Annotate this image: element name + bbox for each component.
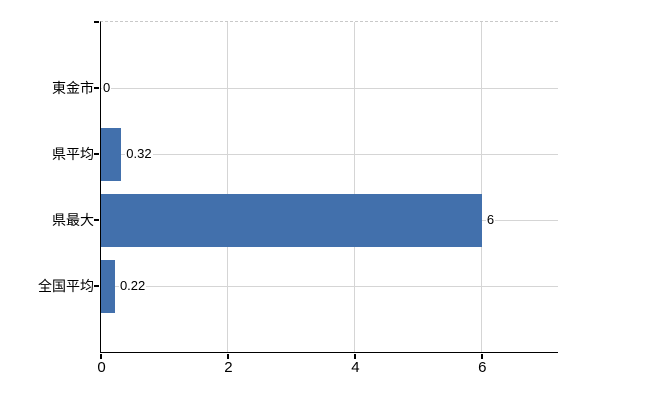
bar (101, 127, 122, 181)
bar-value-label: 0.22 (118, 277, 147, 294)
x-axis-tick (100, 353, 102, 359)
bar (101, 193, 482, 247)
y-axis-tick (94, 87, 99, 89)
y-axis-tick (94, 219, 99, 221)
y-axis-tick (94, 285, 99, 287)
gridline-horizontal (101, 285, 558, 287)
bar-value-label: 0.32 (125, 145, 153, 162)
y-axis-end-tick (94, 21, 99, 23)
gridline-horizontal (101, 153, 558, 155)
gridline-horizontal (101, 87, 558, 89)
plot-area: 0 0.32 6 0.22 (94, 21, 558, 359)
bar-value-label: 6 (485, 211, 496, 228)
category-label: 県平均 (52, 146, 94, 162)
x-axis-tick (227, 353, 229, 359)
x-axis-tick-label: 6 (478, 359, 487, 376)
category-label: 東金市 (52, 80, 94, 96)
category-label: 県最大 (52, 212, 94, 228)
gridline-vertical (227, 22, 229, 352)
x-axis-tick (354, 353, 356, 359)
y-axis-tick (94, 153, 99, 155)
category-label: 全国平均 (38, 278, 94, 294)
x-axis-tick (481, 353, 483, 359)
x-axis-tick-label: 0 (97, 359, 106, 376)
gridline-vertical (481, 22, 483, 352)
x-axis-tick-label: 4 (351, 359, 360, 376)
x-axis-tick-label: 2 (224, 359, 233, 376)
bar (101, 259, 115, 313)
bar-value-label: 0 (102, 79, 112, 96)
gridline-vertical (354, 22, 356, 352)
